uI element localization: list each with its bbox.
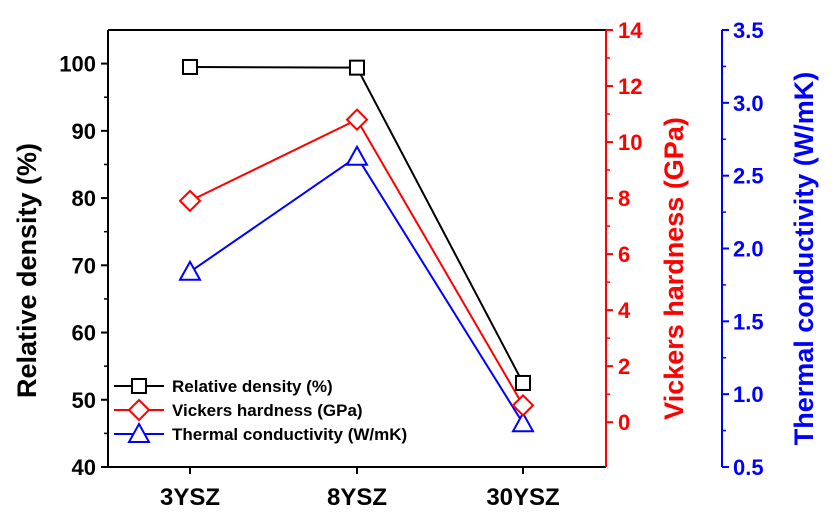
hardness-tick-label: 6	[618, 242, 630, 267]
left-tick-label: 100	[59, 52, 96, 77]
legend-label-square: Relative density (%)	[172, 377, 333, 396]
left-tick-label: 40	[72, 455, 96, 480]
axes-layer: 40 50 60 70 80 90 100 Relative density (%) 0 2 4 6 8…	[12, 18, 819, 511]
legend-marker-diamond	[127, 398, 151, 422]
conductivity-tick-label: 3.5	[733, 18, 764, 43]
left-tick-label: 50	[72, 388, 96, 413]
legend-marker-square	[131, 378, 147, 394]
left-axis-title: Relative density (%)	[12, 143, 42, 398]
hardness-tick-label: 12	[618, 74, 642, 99]
hardness-tick-label: 4	[618, 298, 631, 323]
legend-label-triangle: Thermal conductivity (W/mK)	[172, 425, 407, 444]
data-point-square-30ysz: 52.5	[515, 374, 531, 391]
conductivity-tick-label: 0.5	[733, 455, 764, 480]
legend: Relative density (%) Vickers hardness (GP…	[114, 377, 407, 444]
conductivity-tick-label: 2.0	[733, 237, 764, 262]
conductivity-tick-label: 1.0	[733, 382, 764, 407]
data-point-diamond-8ysz: 10.8	[345, 108, 369, 132]
x-tick-label-3ysz: 3YSZ	[160, 484, 220, 511]
hardness-axis-title: Vickers hardness (GPa)	[659, 117, 689, 420]
data-point-square-8ysz: 99.4	[349, 59, 365, 76]
hardness-tick-label: 2	[618, 354, 630, 379]
conductivity-tick-label: 2.5	[733, 164, 764, 189]
data-point-triangle-3ysz: 1.84	[178, 259, 202, 281]
hardness-tick-label: 14	[618, 18, 643, 43]
conductivity-tick-label: 3.0	[733, 91, 764, 116]
left-tick-label: 80	[72, 186, 96, 211]
hardness-tick-label: 0	[618, 410, 630, 435]
left-tick-label: 60	[72, 321, 96, 346]
data-point-triangle-30ysz: 0.8	[511, 411, 535, 433]
data-point-diamond-3ysz: 7.9	[178, 189, 202, 213]
legend-label-diamond: Vickers hardness (GPa)	[172, 401, 363, 420]
hardness-tick-label: 10	[618, 130, 642, 155]
x-tick-label-8ysz: 8YSZ	[327, 484, 387, 511]
series-layer: 1.84 2.63 0.8 7.9 10.8 0.6 99.5 99.4 52.5	[178, 58, 535, 433]
data-point-square-3ysz: 99.5	[182, 58, 198, 75]
conductivity-axis-title: Thermal conductivity (W/mK)	[789, 72, 819, 446]
left-tick-label: 70	[72, 253, 96, 278]
data-point-triangle-8ysz: 2.63	[345, 144, 369, 166]
hardness-tick-label: 8	[618, 186, 630, 211]
left-tick-label: 90	[72, 119, 96, 144]
x-tick-label-30ysz: 30YSZ	[486, 484, 559, 511]
data-point-diamond-30ysz: 0.6	[511, 393, 535, 417]
conductivity-tick-label: 1.5	[733, 309, 764, 334]
legend-marker-triangle	[127, 421, 151, 443]
